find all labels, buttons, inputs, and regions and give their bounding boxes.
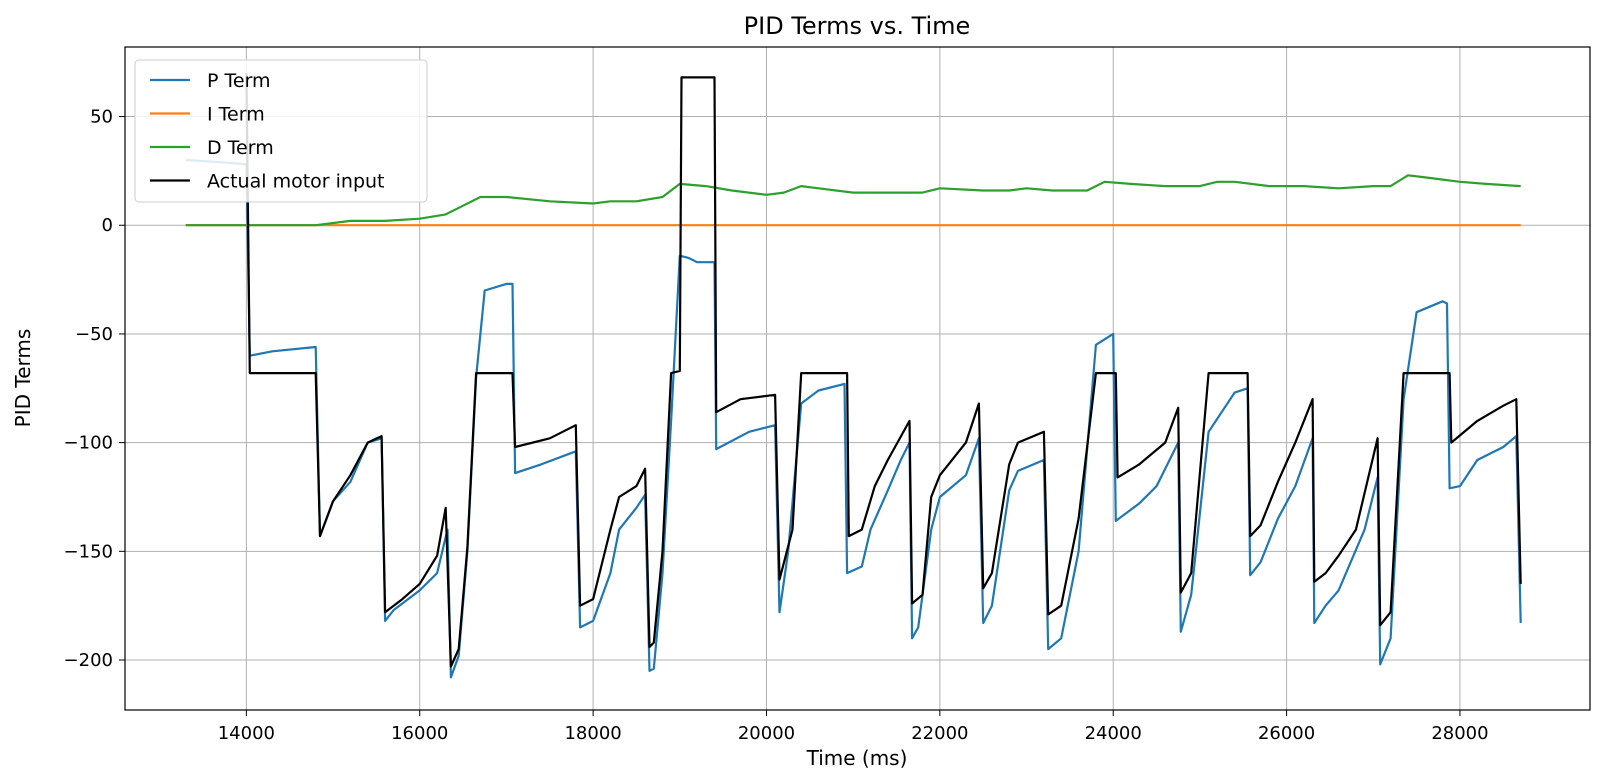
chart-title: PID Terms vs. Time	[744, 12, 971, 40]
legend-box	[134, 59, 428, 203]
y-tick-label: −150	[64, 541, 113, 562]
series-line-actual-motor-input	[245, 73, 1522, 668]
y-tick-label: −50	[75, 324, 113, 345]
legend: P Term I Term D Term Actual motor input	[134, 59, 428, 203]
x-tick-label: 26000	[1258, 723, 1315, 744]
x-tick-label: 14000	[218, 723, 275, 744]
legend-label-actual-motor-input: Actual motor input	[207, 171, 385, 193]
series-group	[185, 73, 1522, 679]
y-axis-label: PID Terms	[11, 329, 35, 428]
legend-label-i-term: I Term	[207, 104, 265, 126]
y-tick-label: −200	[64, 650, 113, 671]
x-axis-label: Time (ms)	[806, 746, 908, 770]
x-tick-label: 24000	[1085, 723, 1142, 744]
x-tick-label: 22000	[911, 723, 968, 744]
legend-label-p-term: P Term	[207, 70, 271, 92]
ticks: 14000 16000 18000 20000 22000 24000 26000 28000…	[64, 107, 1489, 744]
series-line-d-term	[185, 174, 1521, 227]
x-tick-label: 28000	[1431, 723, 1488, 744]
y-tick-label: −100	[64, 433, 113, 454]
plot-frame	[124, 46, 1591, 711]
y-tick-label: 0	[102, 215, 113, 236]
x-tick-label: 16000	[391, 723, 448, 744]
y-tick-label: 50	[90, 107, 113, 128]
x-tick-label: 20000	[738, 723, 795, 744]
x-tick-label: 18000	[564, 723, 621, 744]
legend-label-d-term: D Term	[207, 137, 274, 159]
